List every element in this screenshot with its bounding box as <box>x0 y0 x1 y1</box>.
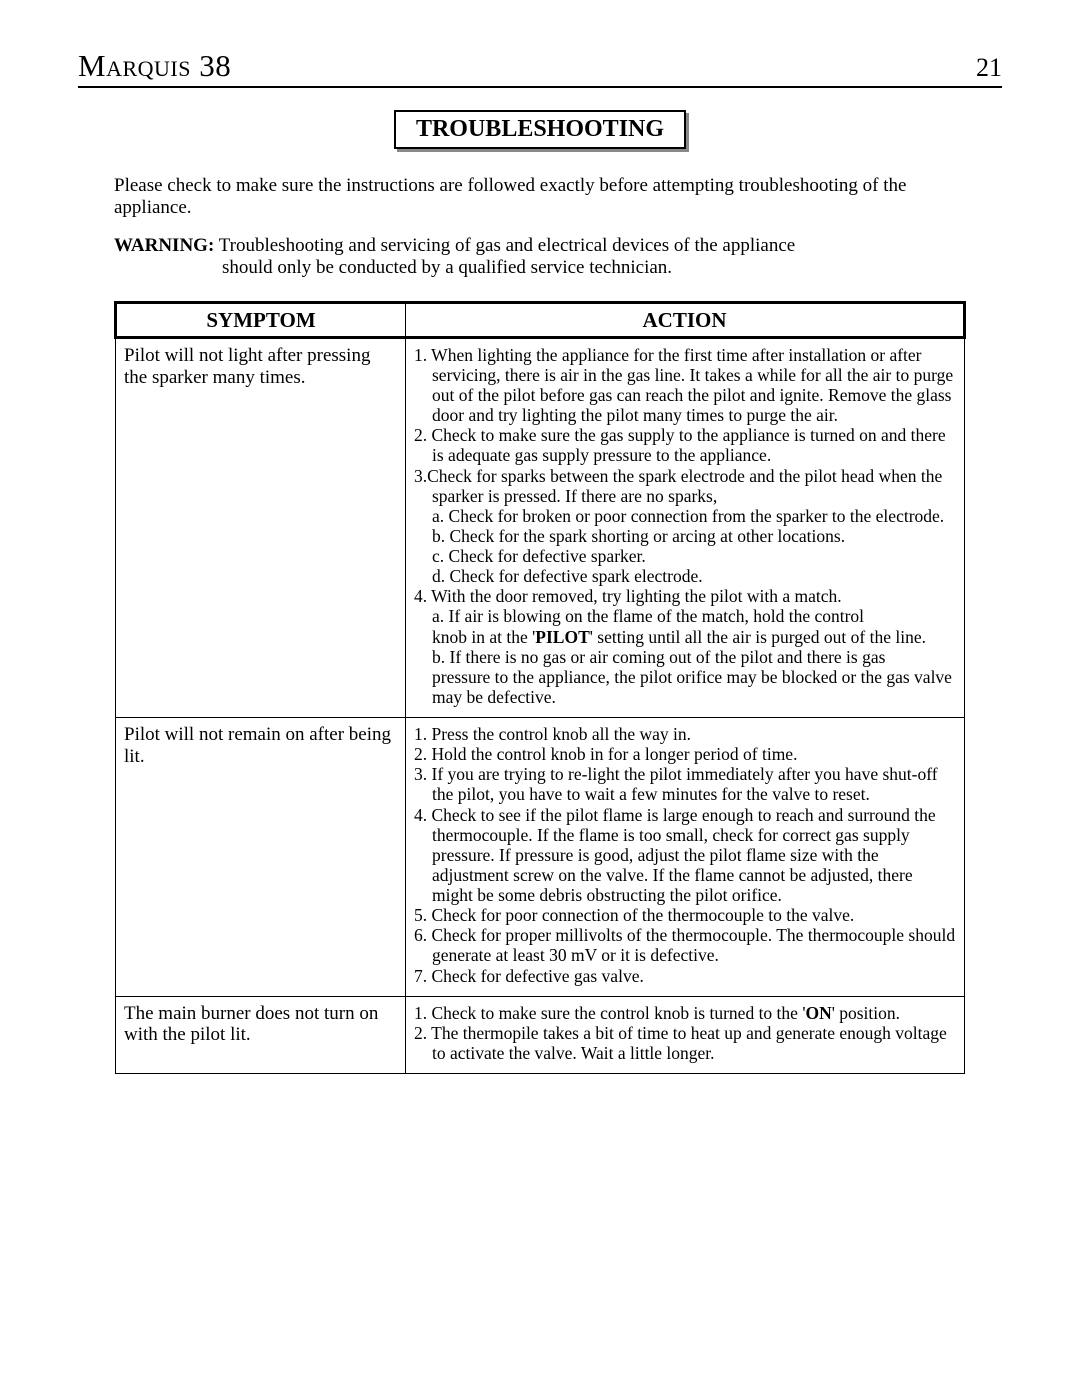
action-line: a. Check for broken or poor connection f… <box>414 506 956 526</box>
warning-line1: Troubleshooting and servicing of gas and… <box>219 235 796 256</box>
col-symptom: SYMPTOM <box>116 302 406 337</box>
symptom-cell: Pilot will not remain on after being lit… <box>116 718 406 997</box>
section-title-wrap: TROUBLESHOOTING <box>78 110 1002 150</box>
action-line: 2. Check to make sure the gas supply to … <box>414 425 956 465</box>
product-name: Marquis 38 <box>78 48 231 84</box>
warning-paragraph: WARNING: Troubleshooting and servicing o… <box>114 235 966 279</box>
action-cell: 1. When lighting the appliance for the f… <box>406 337 965 717</box>
symptom-cell: The main burner does not turn on with th… <box>116 996 406 1073</box>
page-number: 21 <box>976 53 1002 83</box>
table-row: The main burner does not turn on with th… <box>116 996 965 1073</box>
troubleshooting-table: SYMPTOM ACTION Pilot will not light afte… <box>114 301 966 1074</box>
symptom-cell: Pilot will not light after pressing the … <box>116 337 406 717</box>
action-line: 3.Check for sparks between the spark ele… <box>414 466 956 506</box>
action-line: b. Check for the spark shorting or arcin… <box>414 526 956 546</box>
action-line: knob in at the 'PILOT' setting until all… <box>414 627 956 647</box>
action-line: 1. When lighting the appliance for the f… <box>414 345 956 426</box>
action-line: 4. With the door removed, try lighting t… <box>414 586 956 606</box>
action-cell: 1. Check to make sure the control knob i… <box>406 996 965 1073</box>
action-line: b. If there is no gas or air coming out … <box>414 647 956 667</box>
table-row: Pilot will not light after pressing the … <box>116 337 965 717</box>
table-header-row: SYMPTOM ACTION <box>116 302 965 337</box>
intro-paragraph: Please check to make sure the instructio… <box>114 175 966 219</box>
warning-label: WARNING: <box>114 235 214 256</box>
warning-line2: should only be conducted by a qualified … <box>222 257 966 279</box>
action-line: 2. The thermopile takes a bit of time to… <box>414 1023 956 1063</box>
action-cell: 1. Press the control knob all the way in… <box>406 718 965 997</box>
action-line: pressure to the appliance, the pilot ori… <box>414 667 956 707</box>
action-line: 3. If you are trying to re-light the pil… <box>414 764 956 804</box>
action-line: 7. Check for defective gas valve. <box>414 966 956 986</box>
action-line: 2. Hold the control knob in for a longer… <box>414 744 956 764</box>
action-line: d. Check for defective spark electrode. <box>414 566 956 586</box>
action-line: 6. Check for proper millivolts of the th… <box>414 925 956 965</box>
action-line: 4. Check to see if the pilot flame is la… <box>414 805 956 906</box>
action-line: a. If air is blowing on the flame of the… <box>414 606 956 626</box>
section-title: TROUBLESHOOTING <box>394 110 686 150</box>
table-row: Pilot will not remain on after being lit… <box>116 718 965 997</box>
col-action: ACTION <box>406 302 965 337</box>
action-line: c. Check for defective sparker. <box>414 546 956 566</box>
action-line: 1. Check to make sure the control knob i… <box>414 1003 956 1023</box>
action-line: 1. Press the control knob all the way in… <box>414 724 956 744</box>
page-header: Marquis 38 21 <box>78 48 1002 88</box>
action-line: 5. Check for poor connection of the ther… <box>414 905 956 925</box>
